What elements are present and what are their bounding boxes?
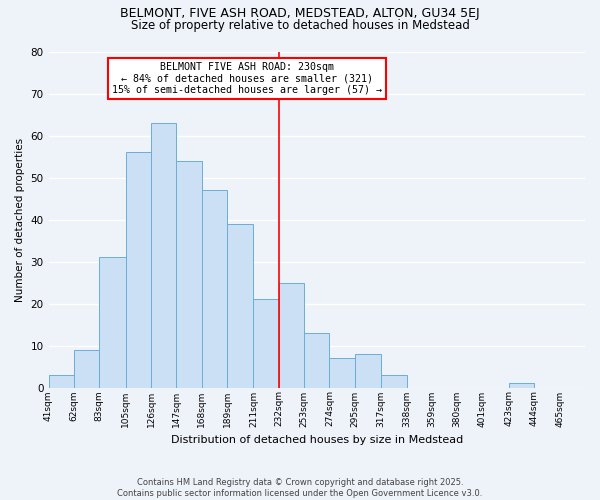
Y-axis label: Number of detached properties: Number of detached properties (15, 138, 25, 302)
Bar (151, 123, 176, 388)
Bar (99, 258, 125, 388)
Bar (74, 350, 99, 388)
Bar (355, 354, 381, 388)
Bar (329, 358, 355, 388)
Bar (202, 190, 227, 388)
Text: BELMONT FIVE ASH ROAD: 230sqm
← 84% of detached houses are smaller (321)
15% of : BELMONT FIVE ASH ROAD: 230sqm ← 84% of d… (112, 62, 382, 95)
Bar (304, 333, 329, 388)
Bar (381, 375, 407, 388)
Bar (176, 160, 202, 388)
Bar (279, 282, 304, 388)
Text: Size of property relative to detached houses in Medstead: Size of property relative to detached ho… (131, 19, 469, 32)
Bar (253, 300, 279, 388)
Bar (49, 375, 74, 388)
Bar (227, 224, 253, 388)
Bar (509, 384, 535, 388)
X-axis label: Distribution of detached houses by size in Medstead: Distribution of detached houses by size … (170, 435, 463, 445)
Bar (125, 152, 151, 388)
Text: BELMONT, FIVE ASH ROAD, MEDSTEAD, ALTON, GU34 5EJ: BELMONT, FIVE ASH ROAD, MEDSTEAD, ALTON,… (120, 8, 480, 20)
Text: Contains HM Land Registry data © Crown copyright and database right 2025.
Contai: Contains HM Land Registry data © Crown c… (118, 478, 482, 498)
